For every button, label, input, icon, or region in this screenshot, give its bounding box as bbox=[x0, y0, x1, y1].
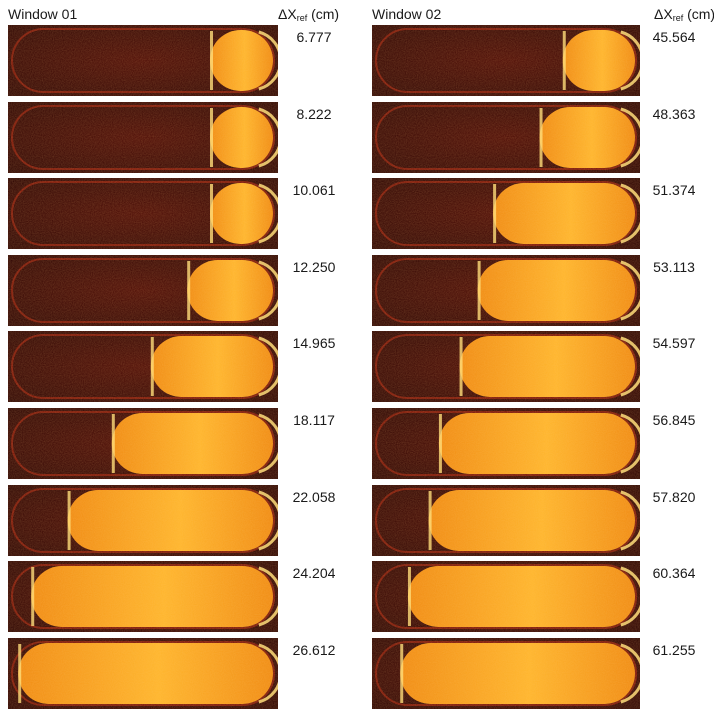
flame-frame-image bbox=[8, 561, 278, 633]
flame-frame-image bbox=[8, 25, 278, 96]
delta-x-value: 18.117 bbox=[293, 412, 335, 428]
delta-x-value: 8.222 bbox=[296, 105, 332, 122]
delta-x-value: 57.820 bbox=[652, 488, 696, 505]
flame-frame-image bbox=[8, 484, 278, 556]
flame-frame-image bbox=[372, 561, 640, 633]
flame-frame-image bbox=[8, 331, 278, 403]
delta-x-value: 12.250 bbox=[292, 258, 336, 275]
delta-x-value: 53.113 bbox=[653, 258, 695, 275]
flame-frame-image bbox=[8, 408, 278, 479]
delta-x-value: 26.612 bbox=[292, 641, 336, 658]
delta-x-value: 56.845 bbox=[652, 412, 696, 428]
delta-x-value: 45.564 bbox=[652, 29, 696, 45]
delta-x-value: 61.255 bbox=[652, 641, 696, 658]
flame-frame-image bbox=[372, 484, 640, 556]
panel-title-window-02: Window 02 bbox=[372, 6, 442, 22]
flame-frame-image bbox=[372, 331, 640, 403]
flame-frame-image bbox=[372, 408, 640, 479]
panel-title-window-01: Window 01 bbox=[8, 6, 78, 22]
flame-frame-image bbox=[372, 637, 640, 709]
flame-frame-image bbox=[372, 101, 640, 173]
delta-x-value: 22.058 bbox=[292, 488, 336, 505]
flame-frame-image bbox=[8, 178, 278, 250]
delta-x-value: 54.597 bbox=[652, 335, 696, 352]
delta-x-value: 10.061 bbox=[292, 182, 336, 199]
delta-x-value: 51.374 bbox=[652, 182, 696, 199]
flame-frame-image bbox=[372, 254, 640, 326]
delta-x-value: 48.363 bbox=[652, 105, 696, 122]
delta-x-value: 24.204 bbox=[292, 565, 336, 582]
delta-x-value: 14.965 bbox=[292, 335, 336, 352]
flame-frame-image bbox=[8, 637, 278, 709]
flame-frame-image bbox=[8, 101, 278, 173]
delta-x-ref-header-1: ΔXref (cm) bbox=[278, 6, 340, 23]
flame-frame-image bbox=[372, 178, 640, 250]
delta-x-ref-header-2: ΔXref (cm) bbox=[654, 6, 714, 23]
delta-x-value: 6.777 bbox=[296, 29, 332, 45]
flame-frame-image bbox=[372, 25, 640, 96]
flame-frame-image bbox=[8, 254, 278, 326]
delta-x-value: 60.364 bbox=[652, 565, 696, 582]
